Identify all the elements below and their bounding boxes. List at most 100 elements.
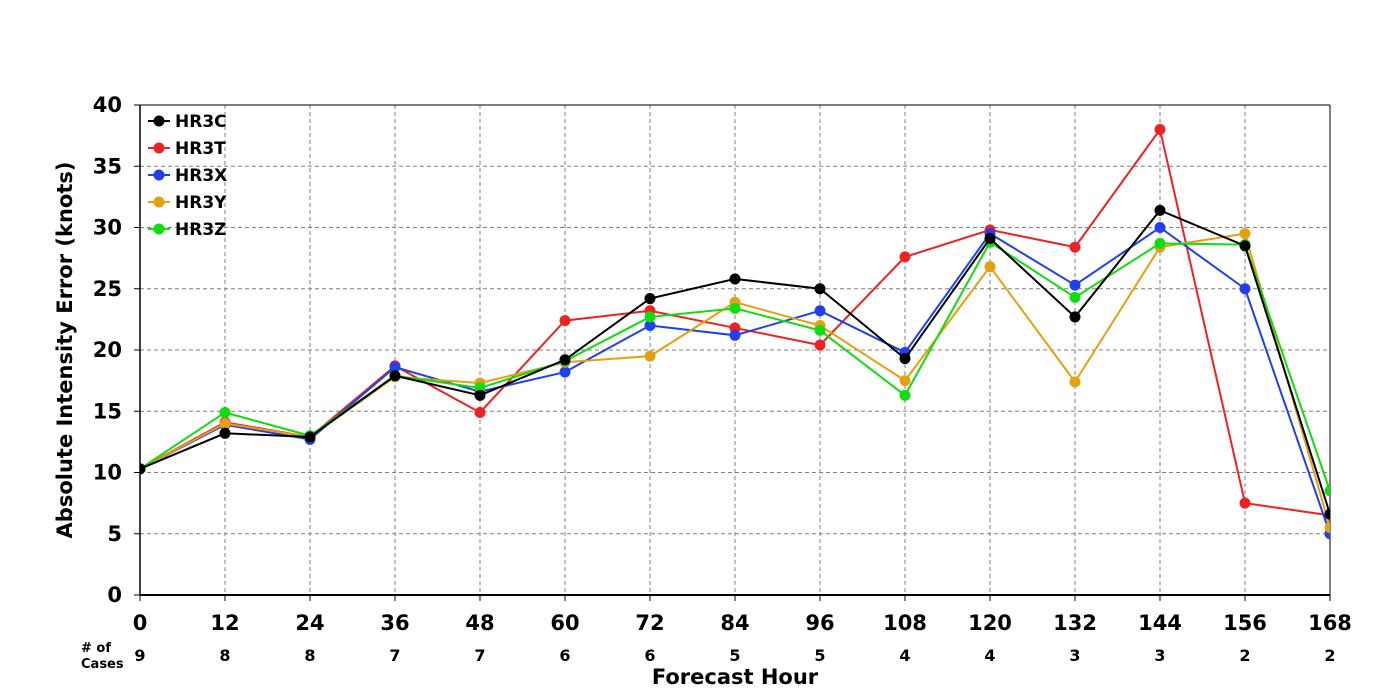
legend-label: HR3Y bbox=[175, 193, 227, 213]
y-tick-label: 0 bbox=[107, 583, 122, 607]
data-point-hr3t bbox=[559, 315, 571, 327]
x-tick-label: 132 bbox=[1053, 611, 1097, 635]
data-point-hr3c bbox=[814, 283, 826, 295]
legend-marker bbox=[153, 115, 165, 127]
data-point-hr3x bbox=[1239, 283, 1251, 295]
case-count: 7 bbox=[389, 646, 400, 665]
y-tick-label: 30 bbox=[93, 216, 122, 240]
data-point-hr3y bbox=[219, 418, 231, 429]
data-point-hr3c bbox=[140, 463, 146, 475]
x-tick-label: 60 bbox=[550, 611, 579, 635]
data-point-hr3x bbox=[1154, 222, 1166, 233]
plot-area bbox=[140, 124, 1330, 540]
case-count: 8 bbox=[219, 646, 230, 665]
x-tick-label: 96 bbox=[805, 611, 834, 635]
data-point-hr3c bbox=[729, 273, 741, 285]
data-point-hr3y bbox=[644, 350, 656, 362]
data-point-hr3z bbox=[1069, 291, 1081, 303]
y-tick-label: 5 bbox=[107, 522, 122, 546]
legend-label: HR3Z bbox=[175, 220, 226, 240]
y-tick-label: 10 bbox=[93, 461, 122, 485]
case-count: 4 bbox=[984, 646, 995, 665]
data-point-hr3z bbox=[644, 311, 656, 323]
x-tick-label: 12 bbox=[210, 611, 239, 635]
data-point-hr3z bbox=[814, 324, 826, 336]
legend-entry-hr3c: HR3C bbox=[148, 112, 227, 132]
data-point-hr3z bbox=[1324, 485, 1330, 497]
case-count: 5 bbox=[729, 646, 740, 665]
data-point-hr3z bbox=[1154, 237, 1166, 249]
y-tick-label: 25 bbox=[93, 277, 122, 301]
x-tick-label: 24 bbox=[295, 611, 324, 635]
legend: HR3C HR3T HR3X HR3Y HR3Z bbox=[148, 112, 227, 240]
x-tick-label: 120 bbox=[968, 611, 1012, 635]
data-point-hr3y bbox=[899, 375, 911, 387]
legend-entry-hr3t: HR3T bbox=[148, 139, 226, 159]
data-point-hr3x bbox=[1069, 279, 1081, 291]
x-tick-label: 156 bbox=[1223, 611, 1267, 635]
legend-label: HR3T bbox=[175, 139, 226, 159]
case-count: 3 bbox=[1069, 646, 1080, 665]
data-point-hr3c bbox=[1324, 508, 1330, 520]
data-point-hr3y bbox=[1239, 228, 1251, 240]
x-tick-label: 84 bbox=[720, 611, 749, 635]
case-count: 9 bbox=[134, 646, 145, 665]
legend-entry-hr3z: HR3Z bbox=[148, 220, 226, 240]
data-point-hr3c bbox=[304, 431, 316, 443]
cases-label-line1: # of bbox=[81, 641, 111, 656]
data-point-hr3y bbox=[1324, 522, 1330, 534]
x-tick-label: 108 bbox=[883, 611, 927, 635]
data-point-hr3x bbox=[814, 305, 826, 317]
legend-marker bbox=[153, 142, 165, 154]
cases-label-line2: Cases bbox=[81, 657, 124, 672]
data-point-hr3c bbox=[644, 293, 656, 305]
legend-marker bbox=[153, 223, 165, 235]
legend-entry-hr3x: HR3X bbox=[148, 166, 227, 186]
series-hr3c bbox=[140, 204, 1330, 520]
data-point-hr3c bbox=[1069, 311, 1081, 323]
legend-marker bbox=[153, 196, 165, 208]
case-count: 5 bbox=[814, 646, 825, 665]
data-point-hr3c bbox=[559, 354, 571, 366]
x-tick-label: 0 bbox=[133, 611, 148, 635]
data-point-hr3c bbox=[899, 353, 911, 365]
data-point-hr3z bbox=[219, 406, 231, 418]
case-count: 2 bbox=[1239, 646, 1250, 665]
data-point-hr3c bbox=[1239, 240, 1251, 252]
data-point-hr3t bbox=[899, 251, 911, 263]
y-tick-label: 20 bbox=[93, 338, 122, 362]
data-point-hr3c bbox=[474, 389, 486, 401]
legend-label: HR3X bbox=[175, 166, 227, 186]
data-point-hr3z bbox=[729, 302, 741, 314]
y-tick-label: 40 bbox=[93, 93, 122, 117]
case-count: 6 bbox=[559, 646, 570, 665]
data-point-hr3x bbox=[559, 366, 571, 378]
case-count: 4 bbox=[899, 646, 910, 665]
case-count: 7 bbox=[474, 646, 485, 665]
case-count: 3 bbox=[1154, 646, 1165, 665]
legend-entry-hr3y: HR3Y bbox=[148, 193, 227, 213]
data-point-hr3x bbox=[644, 320, 656, 331]
x-axis-label: Forecast Hour bbox=[652, 665, 819, 689]
data-point-hr3y bbox=[984, 261, 996, 273]
x-tick-label: 36 bbox=[380, 611, 409, 635]
tick-labels: 0 5 10 15 20 25 30 35 40 0 12 24 36 48 60 72 84 96 108 120 1… bbox=[93, 93, 1352, 635]
x-tick-label: 72 bbox=[635, 611, 664, 635]
data-point-hr3y bbox=[1069, 376, 1081, 388]
data-point-hr3t bbox=[814, 339, 826, 351]
x-tick-label: 48 bbox=[465, 611, 494, 635]
legend-label: HR3C bbox=[175, 112, 227, 132]
data-point-hr3c bbox=[219, 427, 231, 439]
case-count: 8 bbox=[304, 646, 315, 665]
legend-marker bbox=[153, 169, 165, 181]
y-tick-label: 15 bbox=[93, 399, 122, 423]
case-count: 6 bbox=[644, 646, 655, 665]
data-point-hr3x bbox=[729, 329, 741, 341]
data-point-hr3t bbox=[1069, 241, 1081, 253]
data-point-hr3t bbox=[474, 406, 486, 418]
data-point-hr3x bbox=[389, 361, 401, 373]
data-point-hr3z bbox=[899, 389, 911, 401]
x-tick-label: 168 bbox=[1308, 611, 1352, 635]
